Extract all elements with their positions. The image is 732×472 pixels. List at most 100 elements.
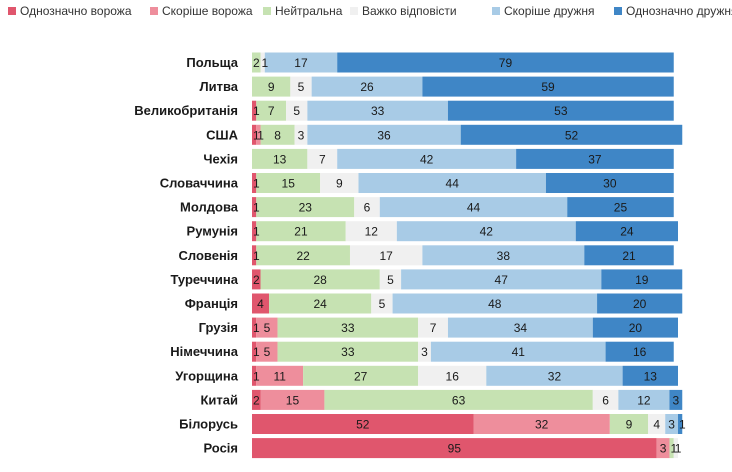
data-label: 34 bbox=[514, 321, 528, 335]
bar-segment bbox=[252, 245, 257, 266]
bar-segment bbox=[269, 293, 372, 314]
data-label: 25 bbox=[614, 201, 628, 215]
bar-segment bbox=[656, 438, 670, 459]
data-label: 33 bbox=[341, 345, 355, 359]
legend-swatch bbox=[8, 7, 16, 15]
data-label: 3 bbox=[421, 345, 428, 359]
bar-segment bbox=[256, 197, 355, 218]
bar-segment bbox=[648, 414, 666, 434]
data-label: 17 bbox=[294, 56, 308, 70]
category-label: Молдова bbox=[180, 200, 239, 215]
data-label: 9 bbox=[268, 80, 275, 94]
bar-segment bbox=[252, 124, 257, 145]
data-label: 1 bbox=[253, 249, 260, 263]
data-label: 32 bbox=[548, 369, 562, 383]
bar-segment bbox=[256, 173, 321, 193]
data-label: 5 bbox=[264, 321, 271, 335]
data-label: 13 bbox=[273, 152, 287, 166]
bar-segment bbox=[422, 76, 674, 97]
data-label: 30 bbox=[603, 177, 617, 191]
data-label: 17 bbox=[380, 249, 394, 263]
bar-segment bbox=[618, 389, 670, 410]
data-label: 9 bbox=[626, 418, 633, 432]
category-label: Франція bbox=[185, 296, 238, 311]
bar-segment bbox=[665, 414, 678, 434]
data-label: 42 bbox=[420, 152, 434, 166]
legend-label: Однозначно ворожа bbox=[20, 4, 132, 18]
legend-label: Однозначно дружня bbox=[626, 4, 732, 18]
bar-segment bbox=[567, 197, 674, 218]
data-label: 63 bbox=[452, 393, 466, 407]
data-label: 11 bbox=[273, 369, 286, 383]
data-label: 48 bbox=[488, 297, 502, 311]
data-label: 79 bbox=[499, 56, 513, 70]
data-label: 15 bbox=[282, 177, 296, 191]
data-label: 59 bbox=[541, 80, 555, 94]
bar-segment bbox=[418, 341, 431, 362]
data-label: 3 bbox=[660, 442, 667, 456]
data-label: 5 bbox=[293, 104, 300, 118]
bar-segment bbox=[592, 317, 678, 338]
data-label: 52 bbox=[565, 128, 579, 142]
bar-segment bbox=[597, 293, 683, 314]
bar-segment bbox=[252, 269, 261, 290]
data-label: 20 bbox=[633, 297, 647, 311]
bar-segment bbox=[460, 124, 683, 145]
data-label: 1 bbox=[253, 104, 260, 118]
data-label: 16 bbox=[633, 345, 647, 359]
data-label: 2 bbox=[253, 56, 260, 70]
bar-segment bbox=[256, 317, 278, 338]
legend-swatch bbox=[150, 7, 158, 15]
data-label: 26 bbox=[360, 80, 374, 94]
data-label: 1 bbox=[253, 345, 260, 359]
legend-swatch bbox=[350, 7, 358, 15]
data-label: 19 bbox=[635, 273, 649, 287]
category-label: Білорусь bbox=[179, 417, 238, 432]
bar-segment bbox=[252, 389, 261, 410]
bar-segment bbox=[401, 269, 602, 290]
bar-segment bbox=[418, 365, 487, 386]
bar-segment bbox=[277, 317, 419, 338]
bar-segment bbox=[252, 341, 257, 362]
data-label: 3 bbox=[298, 128, 305, 142]
bar-segment bbox=[609, 414, 649, 434]
bar-segment bbox=[303, 365, 419, 386]
category-label: Грузія bbox=[199, 320, 238, 335]
bar-segment bbox=[592, 389, 619, 410]
data-label: 32 bbox=[535, 418, 549, 432]
bar-segment bbox=[575, 221, 678, 242]
legend-label: Скоріше ворожа bbox=[162, 4, 253, 18]
bar-segment bbox=[252, 173, 257, 193]
data-label: 38 bbox=[497, 249, 511, 263]
bar-segment bbox=[252, 317, 257, 338]
data-label: 6 bbox=[364, 201, 371, 215]
bar-segment bbox=[669, 438, 674, 459]
category-label: Румунія bbox=[187, 224, 238, 239]
category-label: Польща bbox=[186, 55, 238, 70]
data-label: 47 bbox=[495, 273, 509, 287]
bar-segments bbox=[252, 52, 683, 459]
category-label: Чехія bbox=[203, 151, 238, 166]
bar-segment bbox=[337, 52, 674, 73]
bar-segment bbox=[256, 245, 350, 266]
data-label: 44 bbox=[446, 177, 460, 191]
data-label: 28 bbox=[313, 273, 327, 287]
bar-segment bbox=[252, 100, 257, 121]
data-label: 2 bbox=[253, 273, 260, 287]
bar-segment bbox=[307, 124, 461, 145]
data-label: 6 bbox=[602, 393, 609, 407]
data-label: 1 bbox=[253, 201, 260, 215]
data-label: 1 bbox=[253, 177, 260, 191]
bar-segment bbox=[256, 100, 287, 121]
bar-segment bbox=[371, 293, 393, 314]
bar-segment bbox=[252, 438, 657, 459]
data-label: 5 bbox=[387, 273, 394, 287]
category-label: Угорщина bbox=[175, 368, 239, 383]
legend-swatch bbox=[614, 7, 622, 15]
legend-label: Нейтральна bbox=[275, 4, 343, 18]
bar-segment bbox=[392, 293, 598, 314]
data-label: 21 bbox=[622, 249, 636, 263]
data-label: 1 bbox=[253, 321, 260, 335]
bar-segment bbox=[673, 438, 678, 459]
data-label: 8 bbox=[274, 128, 281, 142]
